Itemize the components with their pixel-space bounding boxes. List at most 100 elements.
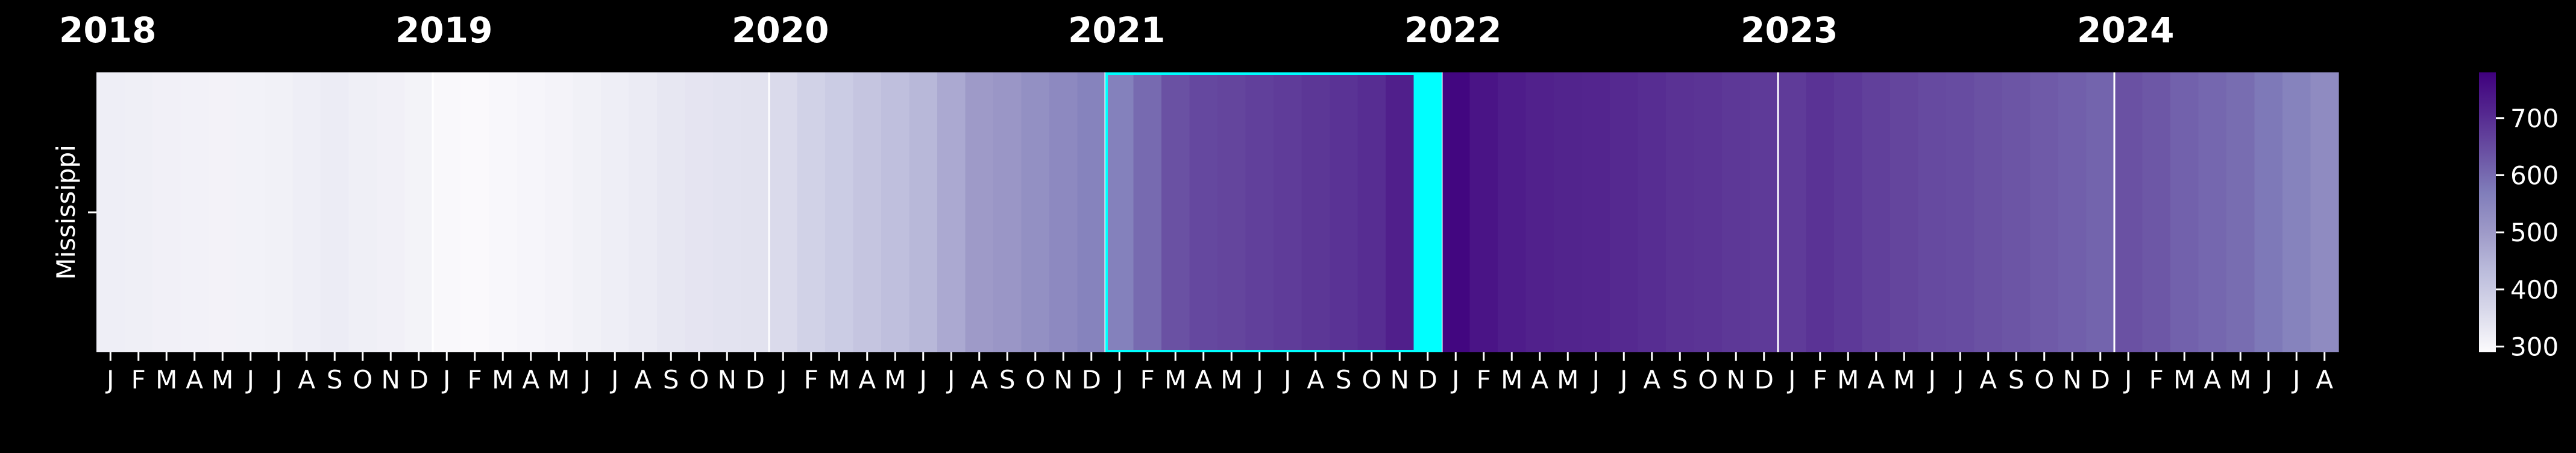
- month-tick-label: A: [1195, 365, 1212, 394]
- heatmap-cell: [2198, 72, 2227, 352]
- month-tick-label: N: [1054, 365, 1073, 394]
- month-tick-label: J: [441, 365, 450, 394]
- heatmap-cell: [993, 72, 1022, 352]
- month-tick-label: S: [2008, 365, 2025, 394]
- month-tick-label: M: [1893, 365, 1915, 394]
- heatmap-cell: [1554, 72, 1583, 352]
- month-tick-label: A: [858, 365, 876, 394]
- month-tick-label: O: [2034, 365, 2054, 394]
- heatmap-cell: [881, 72, 910, 352]
- month-tick-label: A: [1867, 365, 1885, 394]
- heatmap-cell: [2254, 72, 2283, 352]
- month-tick-label: J: [609, 365, 618, 394]
- month-tick-label: J: [1114, 365, 1123, 394]
- heatmap-cell: [1722, 72, 1751, 352]
- heatmap-cell: [1638, 72, 1667, 352]
- heatmap-cell: [2086, 72, 2115, 352]
- row-label: Mississippi: [51, 145, 81, 280]
- month-tick-label: O: [689, 365, 709, 394]
- month-tick-label: F: [804, 365, 818, 394]
- colorbar-tick-label: 700: [2510, 104, 2559, 133]
- month-tick-label: J: [105, 365, 114, 394]
- month-tick-label: O: [353, 365, 372, 394]
- heatmap-cell: [265, 72, 294, 352]
- month-tick-label: D: [409, 365, 429, 394]
- month-tick-label: J: [2291, 365, 2300, 394]
- heatmap-cell: [1750, 72, 1779, 352]
- month-tick-label: J: [1591, 365, 1600, 394]
- month-tick-label: F: [1140, 365, 1155, 394]
- heatmap-cell: [348, 72, 377, 352]
- heatmap-cell: [2030, 72, 2059, 352]
- colorbar-tick-label: 600: [2510, 160, 2559, 190]
- heatmap-cell: [1386, 72, 1415, 352]
- heatmap-cell: [1834, 72, 1863, 352]
- heatmap-cell: [629, 72, 658, 352]
- month-tick-label: M: [548, 365, 570, 394]
- heatmap-cell: [1105, 72, 1134, 352]
- heatmap-cell: [209, 72, 237, 352]
- heatmap-cell: [1330, 72, 1359, 352]
- month-tick-label: J: [245, 365, 254, 394]
- heatmap-cell: [1301, 72, 1330, 352]
- heatmap-cell: [713, 72, 742, 352]
- month-tick-label: S: [663, 365, 679, 394]
- month-tick-label: O: [1362, 365, 1381, 394]
- heatmap-cell: [965, 72, 994, 352]
- month-tick-label: J: [273, 365, 282, 394]
- month-tick-label: A: [2204, 365, 2221, 394]
- year-label: 2024: [2077, 10, 2174, 51]
- heatmap-cell: [769, 72, 798, 352]
- month-tick-label: D: [2091, 365, 2110, 394]
- month-tick-label: A: [298, 365, 315, 394]
- heatmap-cell: [1862, 72, 1891, 352]
- heatmap-cell: [1890, 72, 1919, 352]
- heatmap-cell: [1974, 72, 2003, 352]
- heatmap-cell: [1946, 72, 1975, 352]
- month-tick-label: A: [1531, 365, 1548, 394]
- heatmap-cell: [2142, 72, 2171, 352]
- month-tick-label: S: [1672, 365, 1688, 394]
- year-label: 2022: [1404, 10, 1501, 51]
- heatmap-cell: [1049, 72, 1078, 352]
- month-tick-label: J: [1254, 365, 1263, 394]
- month-tick-label: M: [1220, 365, 1242, 394]
- heatmap-cell: [1189, 72, 1218, 352]
- heatmap-cell: [601, 72, 630, 352]
- month-tick-label: A: [1307, 365, 1324, 394]
- heatmap-cell: [96, 72, 125, 352]
- month-tick-label: D: [746, 365, 765, 394]
- heatmap-cell: [433, 72, 462, 352]
- heatmap-cell: [1161, 72, 1190, 352]
- month-tick-label: A: [186, 365, 203, 394]
- month-tick-label: D: [1755, 365, 1774, 394]
- heatmap-cell: [1610, 72, 1639, 352]
- month-tick-label: N: [718, 365, 737, 394]
- month-tick-label: J: [946, 365, 955, 394]
- heatmap-cell: [292, 72, 321, 352]
- month-tick-label: A: [1643, 365, 1660, 394]
- month-tick-label: J: [1450, 365, 1459, 394]
- heatmap-cell: [573, 72, 602, 352]
- year-label: 2023: [1741, 10, 1838, 51]
- month-tick-label: F: [468, 365, 482, 394]
- month-tick-label: M: [1557, 365, 1579, 394]
- year-label: 2019: [395, 10, 492, 51]
- heatmap-cell: [2058, 72, 2087, 352]
- heatmap-cell: [1694, 72, 1723, 352]
- year-label: 2020: [732, 10, 829, 51]
- heatmap-cell: [657, 72, 686, 352]
- highlight-box: [1105, 72, 1442, 352]
- month-tick-label: J: [918, 365, 927, 394]
- month-tick-label: D: [1418, 365, 1437, 394]
- month-tick-label: S: [1336, 365, 1352, 394]
- colorbar-tick-label: 400: [2510, 275, 2559, 305]
- heatmap-cell: [404, 72, 433, 352]
- heatmap-cell: [2002, 72, 2031, 352]
- heatmap-cell: [1498, 72, 1527, 352]
- month-tick-label: A: [1979, 365, 1997, 394]
- heatmap-cell: [685, 72, 714, 352]
- month-tick-label: F: [2149, 365, 2164, 394]
- heatmap-cell: [1666, 72, 1695, 352]
